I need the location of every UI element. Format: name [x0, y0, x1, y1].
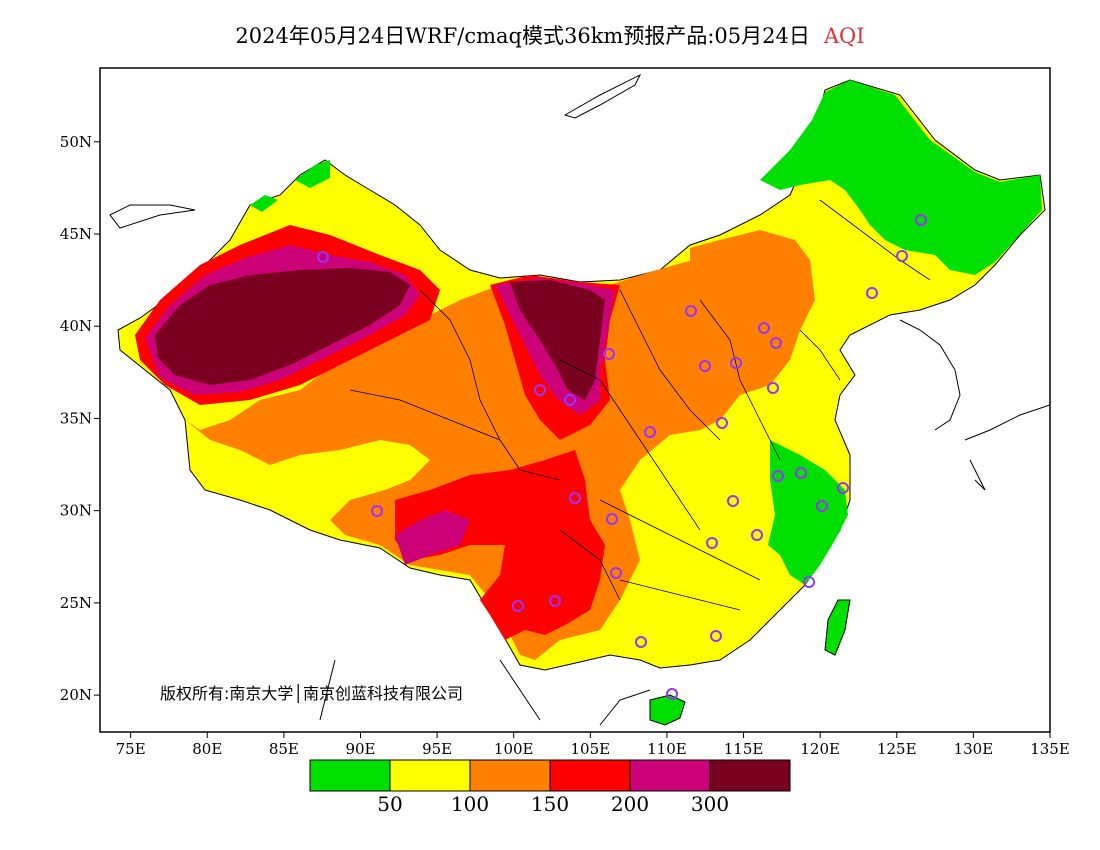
colorbar-segment	[309, 759, 391, 792]
region-good-altai	[250, 195, 278, 212]
colorbar-segment	[709, 759, 791, 792]
region-hainan	[649, 694, 686, 726]
colorbar	[309, 759, 791, 792]
region-usg	[185, 240, 815, 660]
colorbar-label: 300	[690, 792, 730, 816]
province-boundaries	[349, 199, 931, 611]
colorbar-label: 200	[610, 792, 650, 816]
lon-tick-label: 95E	[422, 740, 452, 758]
lon-tick-label: 80E	[192, 740, 222, 758]
colorbar-segment	[629, 759, 711, 792]
map-frame	[99, 67, 1051, 733]
lon-tick-label: 75E	[116, 740, 146, 758]
lon-tick-label: 130E	[954, 740, 994, 758]
latitude-axis: 20N 25N 30N 35N 40N 45N 50N	[60, 133, 100, 704]
station-markers	[317, 214, 927, 700]
region-usg-north	[690, 230, 812, 310]
lon-tick-label: 110E	[647, 740, 687, 758]
lon-tick-label: 100E	[494, 740, 534, 758]
lon-tick-label: 115E	[724, 740, 764, 758]
region-good-east	[768, 440, 848, 585]
coastline-northwest-lake	[109, 204, 196, 229]
lat-tick-label: 25N	[60, 594, 92, 612]
longitude-axis: 75E 80E 85E 90E 95E 100E 105E 110E 115E 120E 125E 1…	[116, 732, 1070, 758]
lat-tick-label: 35N	[60, 409, 92, 427]
lat-tick-label: 50N	[60, 133, 92, 151]
lon-tick-label: 105E	[571, 740, 611, 758]
region-unhealthy-southwest	[395, 450, 605, 640]
map-plot-area	[109, 73, 1050, 726]
region-hazardous-alxa	[510, 280, 605, 400]
coastline-southeast-asia	[319, 659, 651, 726]
colorbar-label: 150	[530, 792, 570, 816]
lat-tick-label: 20N	[60, 686, 92, 704]
colorbar-segment	[469, 759, 551, 792]
colorbar-segment	[389, 759, 471, 792]
lon-tick-label: 120E	[800, 740, 840, 758]
colorbar-label: 100	[450, 792, 490, 816]
region-very-unhealthy-south	[395, 510, 470, 565]
lat-tick-label: 40N	[60, 317, 92, 335]
lon-tick-label: 125E	[877, 740, 917, 758]
lat-tick-label: 45N	[60, 225, 92, 243]
coastline-japan	[964, 404, 1050, 491]
copyright-text: 版权所有:南京大学│南京创蓝科技有限公司	[160, 684, 464, 703]
lon-tick-label: 90E	[345, 740, 375, 758]
region-hazardous-taklimakan	[155, 268, 410, 385]
title-text: 2024年05月24日WRF/cmaq模式36km预报产品:05月24日	[235, 24, 810, 48]
colorbar-label: 50	[377, 792, 403, 816]
variable-label: AQI	[823, 24, 865, 48]
colorbar-segment	[549, 759, 631, 792]
region-good-northeast	[760, 80, 1042, 275]
lat-tick-label: 30N	[60, 502, 92, 520]
coastline-baikal	[563, 73, 642, 119]
region-taiwan	[824, 599, 851, 656]
region-good-northwest	[295, 160, 330, 188]
coastline-korea	[899, 319, 961, 431]
lon-tick-label: 135E	[1030, 740, 1070, 758]
lon-tick-label: 85E	[269, 740, 299, 758]
map-title: 2024年05月24日WRF/cmaq模式36km预报产品:05月24日 AQI	[0, 20, 1100, 50]
